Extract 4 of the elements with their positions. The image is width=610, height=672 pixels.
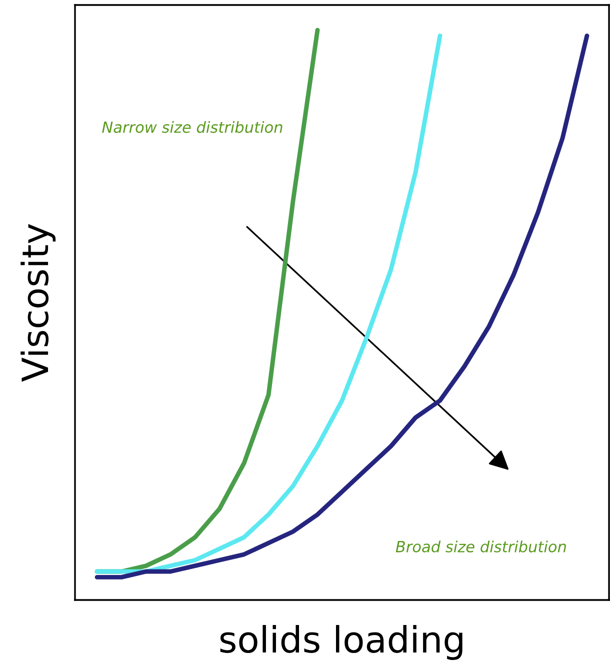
annotation: Broad size distribution (396, 540, 566, 552)
annotation: Narrow size distribution (102, 121, 282, 133)
y-axis-title: Viscosity (20, 224, 56, 382)
x-axis-title: solids loading (220, 625, 462, 660)
